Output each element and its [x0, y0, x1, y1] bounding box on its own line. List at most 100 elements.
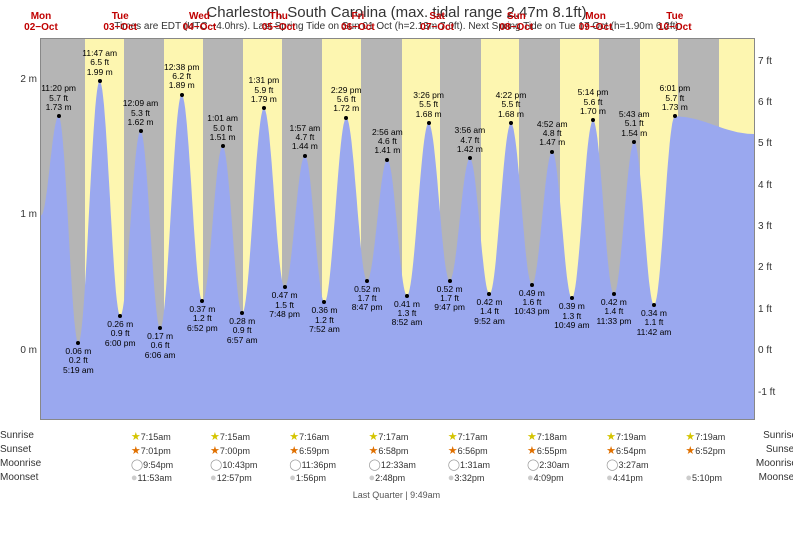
- tide-extreme-dot: [487, 292, 491, 296]
- sun-icon: ★: [606, 431, 616, 443]
- sunset-cell: ★6:56pm: [448, 444, 488, 457]
- tide-extreme-label: 3:26 pm5.5 ft1.68 m: [413, 91, 444, 119]
- x-axis-day-label: Tue10−Oct: [651, 11, 699, 33]
- tide-extreme-label: 5:43 am5.1 ft1.54 m: [619, 110, 650, 138]
- moonrise-cell: ◯2:30am: [527, 458, 569, 471]
- moon-icon: ◯: [527, 459, 539, 471]
- y-axis-right-tick: 3 ft: [758, 221, 782, 232]
- tide-extreme-dot: [240, 311, 244, 315]
- tide-extreme-label: 4:22 pm5.5 ft1.68 m: [496, 91, 527, 119]
- x-axis-day-label: Tue03−Oct: [96, 11, 144, 33]
- moonrise-label-left: Moonrise: [0, 458, 41, 469]
- moon-icon: ●: [685, 472, 692, 484]
- tide-extreme-label: 2:56 am4.6 ft1.41 m: [372, 128, 403, 156]
- tide-extreme-label: 0.17 m0.6 ft6:06 am: [145, 332, 176, 360]
- y-axis-left-tick: 2 m: [13, 74, 37, 85]
- tide-extreme-label: 0.41 m1.3 ft8:52 am: [392, 300, 423, 328]
- tide-extreme-label: 1:31 pm5.9 ft1.79 m: [249, 76, 280, 104]
- tide-extreme-dot: [632, 140, 636, 144]
- tide-extreme-dot: [570, 296, 574, 300]
- sun-icon: ★: [527, 431, 537, 443]
- tide-chart: Charleston, South Carolina (max. tidal r…: [0, 0, 793, 539]
- tide-extreme-dot: [385, 158, 389, 162]
- tide-extreme-dot: [98, 79, 102, 83]
- tide-extreme-label: 0.36 m1.2 ft7:52 am: [309, 306, 340, 334]
- x-axis-day-label: Sat07−Oct: [413, 11, 461, 33]
- moon-icon: ●: [131, 472, 138, 484]
- moonset-cell: ●4:09pm: [527, 472, 564, 484]
- sunset-cell: ★6:52pm: [685, 444, 725, 457]
- sun-icon: ★: [369, 445, 379, 457]
- tide-extreme-dot: [303, 154, 307, 158]
- tide-extreme-dot: [200, 299, 204, 303]
- sun-icon: ★: [210, 431, 220, 443]
- tide-extreme-label: 12:09 am5.3 ft1.62 m: [123, 99, 158, 127]
- sunrise-cell: ★7:19am: [685, 430, 725, 443]
- sun-icon: ★: [448, 445, 458, 457]
- tide-extreme-label: 0.39 m1.3 ft10:49 am: [554, 302, 589, 330]
- sunrise-cell: ★7:18am: [527, 430, 567, 443]
- y-axis-left-tick: 1 m: [13, 209, 37, 220]
- x-axis-day-label: Thu05−Oct: [255, 11, 303, 33]
- moonrise-cell: ◯12:33am: [369, 458, 416, 471]
- tide-extreme-label: 0.34 m1.1 ft11:42 am: [637, 309, 672, 337]
- sunset-label-left: Sunset: [0, 444, 31, 455]
- sunrise-cell: ★7:15am: [131, 430, 171, 443]
- tide-extreme-label: 0.52 m1.7 ft8:47 pm: [352, 285, 383, 313]
- y-axis-right-tick: 7 ft: [758, 56, 782, 67]
- sunset-cell: ★7:00pm: [210, 444, 250, 457]
- tide-extreme-dot: [76, 341, 80, 345]
- moonset-cell: ●2:48pm: [369, 472, 406, 484]
- moon-icon: ◯: [369, 459, 381, 471]
- tide-extreme-dot: [322, 300, 326, 304]
- tide-extreme-label: 0.49 m1.6 ft10:43 pm: [514, 289, 549, 317]
- tide-extreme-dot: [118, 314, 122, 318]
- tide-extreme-label: 0.42 m1.4 ft9:52 am: [474, 298, 505, 326]
- tide-extreme-label: 2:29 pm5.6 ft1.72 m: [331, 86, 362, 114]
- moon-icon: ●: [448, 472, 455, 484]
- y-axis-right-tick: 6 ft: [758, 97, 782, 108]
- tide-extreme-dot: [509, 121, 513, 125]
- sun-icon: ★: [289, 431, 299, 443]
- sun-icon: ★: [685, 445, 695, 457]
- tide-extreme-dot: [612, 292, 616, 296]
- sun-icon: ★: [527, 445, 537, 457]
- moon-icon: ●: [289, 472, 296, 484]
- sunset-label-right: Sunset: [766, 444, 793, 455]
- tide-extreme-label: 1:57 am4.7 ft1.44 m: [290, 124, 321, 152]
- moonrise-cell: ◯10:43pm: [210, 458, 257, 471]
- tide-extreme-label: 0.06 m0.2 ft5:19 am: [63, 347, 94, 375]
- moon-icon: ◯: [606, 459, 618, 471]
- sun-icon: ★: [606, 445, 616, 457]
- sun-icon: ★: [210, 445, 220, 457]
- tide-extreme-label: 3:56 am4.7 ft1.42 m: [455, 126, 486, 154]
- moon-icon: ◯: [210, 459, 222, 471]
- y-axis-right-tick: 5 ft: [758, 138, 782, 149]
- y-axis-right-tick: 4 ft: [758, 180, 782, 191]
- y-axis-right-tick: -1 ft: [758, 387, 782, 398]
- moon-icon: ◯: [289, 459, 301, 471]
- moonset-label-left: Moonset: [0, 472, 38, 483]
- sunrise-cell: ★7:16am: [289, 430, 329, 443]
- tide-extreme-dot: [530, 283, 534, 287]
- tide-extreme-dot: [550, 150, 554, 154]
- tide-extreme-label: 0.52 m1.7 ft9:47 pm: [434, 285, 465, 313]
- tide-extreme-label: 4:52 am4.8 ft1.47 m: [537, 120, 568, 148]
- y-axis-left-tick: 0 m: [13, 345, 37, 356]
- sunrise-cell: ★7:17am: [369, 430, 409, 443]
- moon-icon: ●: [606, 472, 613, 484]
- moonrise-cell: ◯9:54pm: [131, 458, 173, 471]
- sunset-cell: ★6:54pm: [606, 444, 646, 457]
- sunset-cell: ★7:01pm: [131, 444, 171, 457]
- sunset-cell: ★6:58pm: [369, 444, 409, 457]
- tide-extreme-dot: [158, 326, 162, 330]
- moonset-label-right: Moonset: [759, 472, 793, 483]
- moon-icon: ●: [527, 472, 534, 484]
- sun-icon: ★: [369, 431, 379, 443]
- y-axis-right-tick: 2 ft: [758, 262, 782, 273]
- moon-icon: ●: [210, 472, 217, 484]
- moonrise-cell: ◯3:27am: [606, 458, 648, 471]
- tide-extreme-dot: [591, 118, 595, 122]
- moon-icon: ●: [369, 472, 376, 484]
- moonset-cell: ●11:53am: [131, 472, 172, 484]
